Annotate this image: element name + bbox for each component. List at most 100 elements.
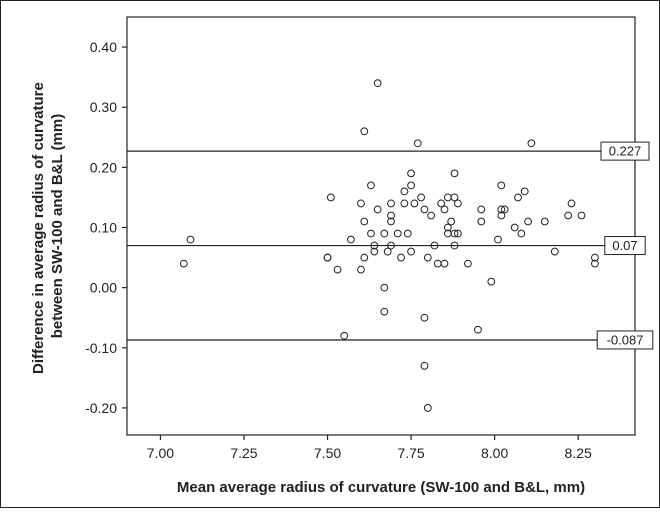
- data-point: [450, 193, 459, 202]
- data-point: [370, 247, 379, 256]
- data-point: [520, 187, 529, 196]
- y-tick-label: -0.10: [85, 340, 117, 356]
- data-point: [373, 205, 382, 214]
- data-point: [453, 229, 462, 238]
- y-axis-title: Difference in average radius of curvatur…: [30, 78, 66, 374]
- data-point: [430, 241, 439, 250]
- data-point: [517, 229, 526, 238]
- data-point: [567, 199, 576, 208]
- data-point: [524, 217, 532, 226]
- data-point: [423, 404, 432, 412]
- data-point: [360, 217, 369, 226]
- y-axis-title-line-1: Difference in average radius of curvatur…: [30, 82, 47, 374]
- y-tick-label: 0.00: [90, 280, 117, 296]
- data-point: [417, 193, 426, 202]
- data-point: [360, 253, 369, 262]
- data-point: [514, 193, 522, 202]
- x-tick-label: 7.50: [314, 445, 341, 461]
- data-point: [380, 283, 389, 292]
- data-point: [410, 199, 419, 208]
- data-point: [179, 259, 188, 268]
- data-point: [347, 235, 355, 244]
- data-point: [420, 313, 429, 322]
- data-point: [367, 229, 375, 238]
- data-point: [447, 217, 456, 226]
- data-point: [527, 139, 536, 148]
- data-point: [487, 277, 496, 286]
- data-point: [443, 223, 452, 232]
- data-point: [577, 211, 586, 220]
- y-axis-ticks: 0.40 0.30 0.20 0.10 0.00 -0.10 -0.20: [85, 39, 127, 416]
- data-points: [179, 79, 599, 412]
- x-tick-label: 7.00: [147, 445, 174, 461]
- data-point: [497, 205, 506, 214]
- data-point: [380, 307, 389, 316]
- data-point: [360, 127, 369, 136]
- data-point: [494, 235, 502, 244]
- x-tick-label: 8.00: [481, 445, 508, 461]
- data-point: [186, 235, 195, 244]
- data-point: [477, 217, 486, 226]
- data-point: [540, 217, 549, 226]
- reference-label: 0.07: [612, 238, 637, 253]
- data-point: [453, 199, 462, 208]
- data-point: [590, 259, 599, 268]
- data-point: [387, 211, 395, 220]
- y-tick-label: -0.20: [85, 400, 117, 416]
- data-point: [450, 229, 459, 238]
- data-point: [564, 211, 573, 220]
- data-point: [397, 253, 405, 262]
- y-axis-title-line-2: between SW-100 and B&L (mm): [49, 114, 66, 338]
- data-point: [340, 331, 349, 340]
- data-point: [326, 193, 335, 202]
- data-point: [510, 223, 519, 232]
- data-point: [450, 169, 459, 178]
- y-tick-label: 0.30: [90, 99, 117, 115]
- data-point: [357, 199, 365, 208]
- reference-label-box: [600, 141, 650, 161]
- data-point: [323, 253, 332, 262]
- x-tick-label: 7.75: [397, 445, 424, 461]
- data-point: [407, 247, 415, 256]
- data-point: [387, 241, 395, 250]
- data-point: [437, 199, 446, 208]
- data-point: [497, 181, 506, 190]
- data-point: [550, 247, 559, 256]
- data-point: [407, 181, 415, 190]
- data-point: [497, 211, 506, 220]
- data-point: [440, 259, 449, 268]
- data-point: [387, 217, 395, 226]
- data-point: [380, 229, 389, 238]
- x-axis-ticks: 7.00 7.25 7.50 7.75 8.00 8.25: [147, 435, 592, 461]
- x-tick-label: 8.25: [565, 445, 592, 461]
- reference-lines: 0.227 0.07 -0.087: [127, 141, 654, 350]
- data-point: [474, 325, 482, 334]
- data-point: [367, 181, 375, 190]
- data-point: [420, 205, 429, 214]
- data-point: [400, 199, 409, 208]
- reference-label-box: [596, 330, 654, 350]
- reference-label: -0.087: [607, 332, 644, 347]
- y-tick-label: 0.10: [90, 220, 117, 236]
- data-point: [477, 205, 486, 214]
- data-point: [393, 229, 402, 238]
- data-point: [463, 259, 472, 268]
- x-tick-label: 7.25: [230, 445, 257, 461]
- y-tick-label: 0.20: [90, 159, 117, 175]
- data-point: [420, 361, 429, 370]
- data-point: [370, 241, 379, 250]
- data-point: [357, 265, 365, 274]
- data-point: [427, 211, 436, 220]
- data-point: [373, 79, 382, 88]
- data-point: [407, 169, 415, 178]
- data-point: [383, 247, 392, 256]
- reference-label: 0.227: [609, 144, 642, 159]
- data-point: [400, 187, 409, 196]
- reference-label-box: [604, 236, 646, 256]
- plot-area: [126, 16, 636, 436]
- data-point: [450, 241, 459, 250]
- data-point: [423, 253, 432, 262]
- data-point: [590, 253, 599, 262]
